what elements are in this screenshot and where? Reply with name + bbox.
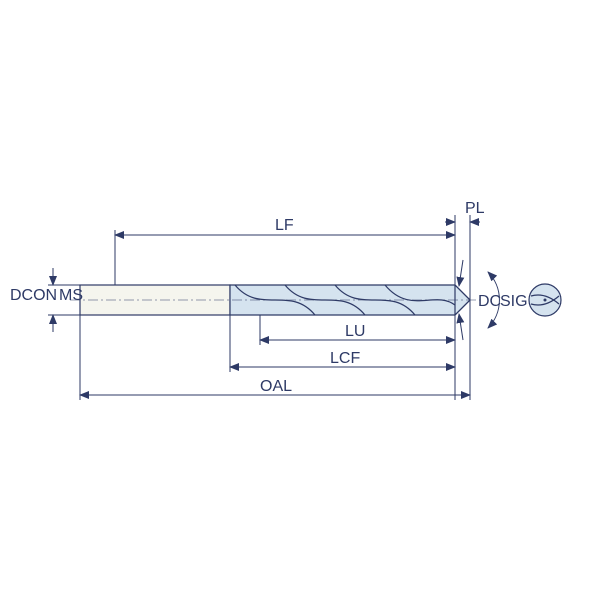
end-view bbox=[529, 284, 561, 316]
label-LF: LF bbox=[275, 217, 294, 234]
label-DC: DC bbox=[478, 293, 501, 310]
drill-dimension-diagram: LF PL DCON MS DC SIG LU LCF bbox=[0, 0, 600, 600]
label-LU: LU bbox=[345, 323, 365, 340]
dim-LCF: LCF bbox=[230, 315, 455, 372]
label-LCF: LCF bbox=[330, 350, 360, 367]
dim-DCON: DCON MS bbox=[10, 268, 83, 332]
dim-LF: LF bbox=[115, 215, 455, 285]
label-PL: PL bbox=[465, 200, 485, 217]
label-SIG: SIG bbox=[500, 293, 528, 310]
label-MS: MS bbox=[59, 287, 83, 304]
label-DCON: DCON bbox=[10, 287, 57, 304]
drill-bit bbox=[70, 285, 480, 315]
label-OAL: OAL bbox=[260, 378, 292, 395]
